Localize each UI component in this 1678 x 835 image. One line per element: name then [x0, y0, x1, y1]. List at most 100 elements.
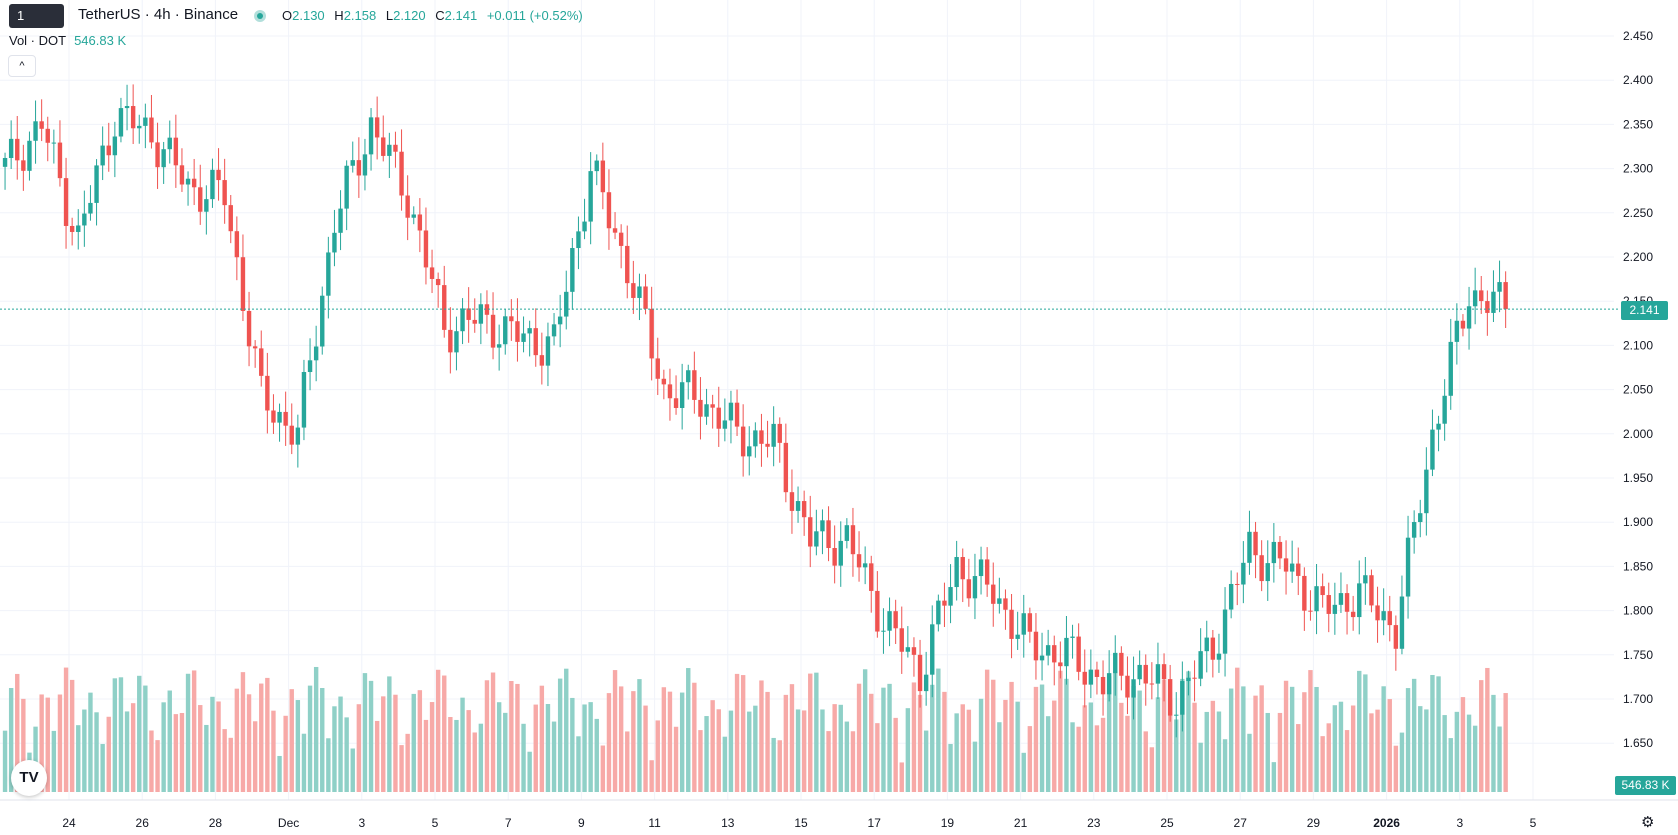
candle-body [887, 611, 892, 631]
candle-body [265, 375, 270, 411]
candle-body [1289, 563, 1295, 572]
volume-bar [1253, 695, 1258, 792]
volume-bar [1137, 690, 1142, 792]
volume-bar [1216, 711, 1222, 792]
candle-body [1155, 664, 1161, 684]
candle-body [734, 402, 740, 427]
candle-body [1149, 683, 1155, 685]
volume-bar [289, 689, 294, 792]
volume-bar [326, 738, 331, 792]
candle-body [789, 492, 795, 511]
volume-bar [1357, 670, 1362, 792]
market-status-icon[interactable] [254, 10, 266, 22]
volume-bar [795, 709, 801, 792]
candle-body [869, 563, 874, 591]
collapse-legend-button[interactable]: ^ [8, 55, 36, 77]
gear-icon[interactable]: ⚙ [1641, 814, 1655, 831]
candle-body [1338, 593, 1344, 605]
volume-bar [94, 712, 99, 792]
volume-bar [728, 710, 734, 792]
candle-body [307, 360, 313, 373]
volume-bar [1045, 716, 1051, 792]
volume-bar [368, 680, 374, 792]
candle-body [557, 316, 563, 325]
candle-body [368, 117, 374, 155]
tradingview-logo[interactable]: TV [11, 760, 47, 796]
candle-body [234, 231, 240, 258]
candle-body [1314, 586, 1319, 612]
candle-body [51, 142, 57, 144]
volume-bar [582, 704, 587, 792]
time-axis[interactable]: 24 26 28 Dec 3 5 7 9 11 13 15 17 19 21 23 25 27 29 2026 3 5 [0, 799, 1678, 830]
volume-bar [1235, 667, 1240, 792]
candle-body [795, 501, 801, 511]
candle-body [503, 316, 508, 345]
candle-body [1033, 631, 1039, 661]
volume-bar [618, 686, 624, 792]
volume-bar [747, 711, 752, 792]
volume-bar [576, 736, 581, 792]
x-tick-label: 13 [721, 816, 735, 830]
x-tick-label: 28 [209, 816, 223, 830]
candle-body [1094, 669, 1100, 677]
volume-bar [588, 702, 593, 792]
candle-body [313, 346, 319, 361]
volume-bar [570, 697, 575, 792]
volume-bar [216, 701, 221, 792]
candle-body [875, 590, 880, 632]
candle-body [1216, 653, 1222, 660]
candle-body [277, 411, 282, 423]
candle-body [1052, 645, 1057, 663]
candle-body [1015, 634, 1020, 639]
x-tick-label: 29 [1307, 816, 1321, 830]
low-value: 2.120 [393, 8, 426, 23]
volume-bar [1436, 676, 1441, 792]
volume-bar [1289, 686, 1295, 792]
candle-body [972, 576, 978, 599]
candle-body [832, 548, 837, 566]
volume-bar [1393, 745, 1399, 792]
volume-bar [1155, 697, 1161, 792]
candle-body [1357, 583, 1362, 618]
candle-body [118, 108, 124, 137]
candle-body [210, 169, 215, 200]
volume-bar [1448, 738, 1453, 792]
volume-bar [759, 680, 764, 792]
y-tick-label: 2.450 [1623, 29, 1653, 43]
candle-body [252, 346, 258, 349]
high-label: H [334, 8, 344, 23]
candle-body [1479, 290, 1484, 302]
candle-body [1405, 537, 1411, 597]
volume-bar [76, 725, 81, 792]
candle-body [1271, 541, 1277, 564]
candle-body [1283, 558, 1289, 572]
candle-body [112, 136, 118, 156]
volume-bar [1021, 752, 1026, 792]
candle-body [45, 128, 50, 143]
price-axis[interactable]: 2.4502.4002.3502.3002.2502.2002.1502.100… [1623, 29, 1653, 750]
volume-bar [185, 673, 191, 792]
candle-body [1082, 671, 1087, 685]
volume-bar [1088, 702, 1094, 792]
volume-bar [1265, 712, 1270, 792]
volume-bar [1405, 688, 1411, 792]
volume-bar [277, 755, 282, 792]
volume-bar [686, 668, 691, 792]
volume-bar [149, 730, 154, 792]
volume-bar [338, 696, 343, 792]
candle-body [667, 384, 673, 399]
volume-bar [1204, 711, 1209, 792]
volume-bar [33, 726, 38, 792]
candle-body [466, 308, 471, 320]
candle-body [374, 117, 380, 138]
candle-body [423, 230, 429, 268]
volume-bar [850, 731, 856, 792]
candle-body [100, 145, 105, 166]
volume-bar [381, 696, 386, 792]
volume-bar [393, 694, 398, 792]
symbol-title[interactable]: TetherUS · 4h · Binance [78, 6, 239, 23]
y-tick-label: 1.950 [1623, 471, 1653, 485]
volume-bar [972, 741, 978, 792]
candle-body [411, 214, 416, 218]
